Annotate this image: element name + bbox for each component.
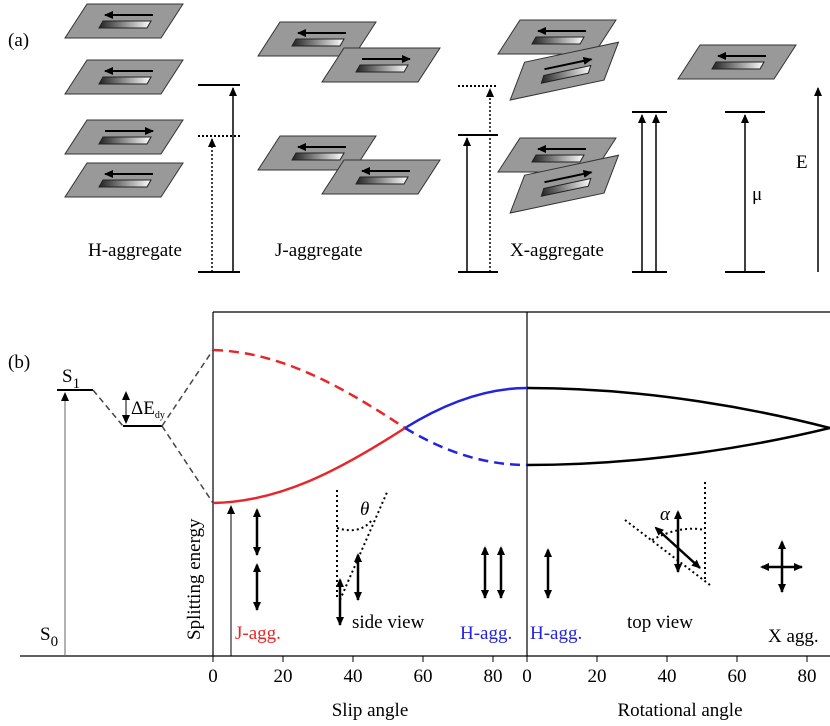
- plate: [65, 60, 183, 94]
- tick-label: 80: [484, 666, 503, 687]
- s0-sub: 0: [51, 634, 59, 650]
- y-axis-label: Splitting energy: [184, 518, 205, 640]
- x-axis-label: Slip angle: [332, 700, 409, 721]
- plate-chromophore: [99, 21, 151, 28]
- plate: [65, 163, 183, 197]
- s0-main: S: [40, 624, 51, 645]
- plate-chromophore: [99, 180, 151, 187]
- tick-label: 0: [522, 666, 532, 687]
- tick-label: 20: [588, 666, 607, 687]
- tick-label: 40: [658, 666, 677, 687]
- energy-symbol: E: [796, 152, 808, 173]
- plate-chromophore: [292, 39, 344, 46]
- plates: [65, 4, 796, 213]
- tick-label: 40: [344, 666, 363, 687]
- annotation: X agg.: [768, 626, 819, 647]
- figure: (a) H-aggregate J-aggregate X-aggregate …: [0, 0, 830, 726]
- plate-chromophore: [99, 137, 151, 144]
- plate-chromophore: [356, 177, 408, 184]
- s0-label: S0: [40, 624, 58, 650]
- theta: θ: [360, 499, 369, 520]
- tick-label: 60: [414, 666, 433, 687]
- sketches: [257, 510, 802, 625]
- delta-main: ΔE: [131, 398, 155, 419]
- guides: [337, 482, 710, 600]
- tick-label: 80: [798, 666, 817, 687]
- annotation: J-agg.: [235, 623, 281, 644]
- s1-label: S1: [62, 366, 80, 392]
- panel-label: (a): [8, 30, 29, 51]
- annotation: H-agg.: [460, 623, 512, 644]
- aggregate-label: J-aggregate: [275, 240, 363, 261]
- annotation: side view: [352, 612, 425, 633]
- aggregate-label: X-aggregate: [510, 240, 604, 261]
- dipole-symbol: μ: [752, 184, 762, 205]
- plate: [65, 4, 183, 38]
- tick-label: 20: [274, 666, 293, 687]
- annotation: top view: [627, 612, 693, 633]
- plate-chromophore: [292, 153, 344, 160]
- plate-chromophore: [99, 77, 151, 84]
- plate-chromophore: [532, 155, 584, 162]
- plate-chromophore: [356, 65, 408, 72]
- s1-main: S: [62, 366, 73, 387]
- plate-chromophore: [532, 37, 584, 44]
- delta-sub: dy: [155, 410, 165, 421]
- plate-chromophore: [712, 62, 764, 69]
- x-axis-label: Rotational angle: [617, 700, 742, 721]
- tick-label: 0: [208, 666, 218, 687]
- alpha: α: [660, 504, 671, 525]
- delta-label: ΔEdy: [131, 398, 165, 421]
- tick-label: 60: [728, 666, 747, 687]
- s1-sub: 1: [73, 376, 81, 392]
- curves: [213, 350, 830, 503]
- panel-label: (b): [8, 352, 30, 373]
- plate: [65, 120, 183, 154]
- plate: [678, 45, 796, 79]
- frame: [20, 312, 830, 656]
- annotation: H-agg.: [530, 623, 582, 644]
- aggregate-label: H-aggregate: [88, 240, 182, 261]
